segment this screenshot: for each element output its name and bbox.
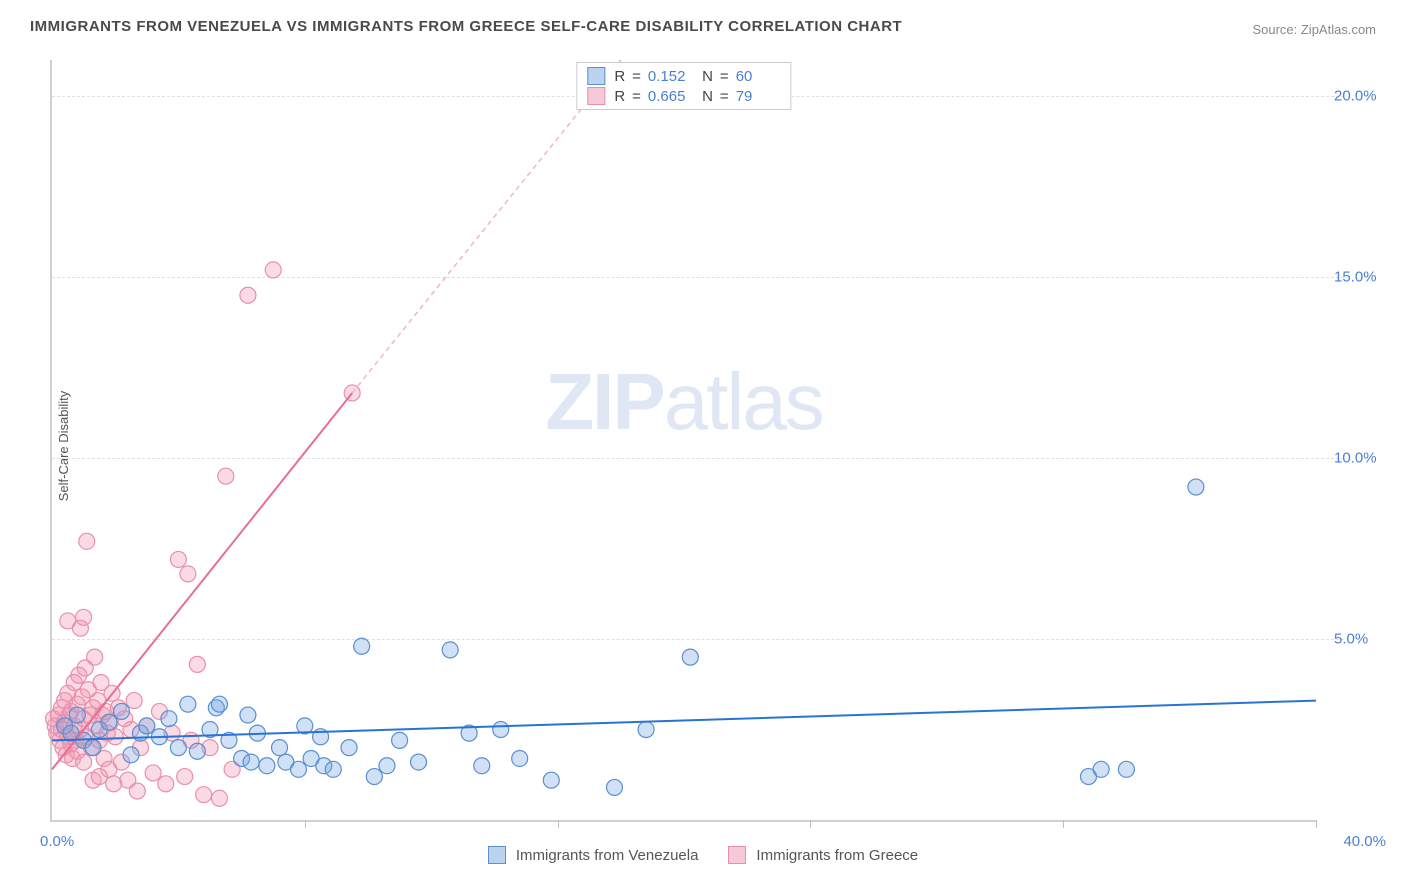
scatter-point — [240, 707, 256, 723]
scatter-point — [161, 711, 177, 727]
scatter-point — [512, 750, 528, 766]
equals: = — [632, 68, 641, 85]
scatter-point — [543, 772, 559, 788]
scatter-point — [189, 656, 205, 672]
x-tick — [810, 820, 811, 828]
y-tick-label: 20.0% — [1334, 88, 1394, 105]
scatter-point — [114, 703, 130, 719]
scatter-point — [1093, 761, 1109, 777]
x-tick — [1316, 820, 1317, 828]
y-tick-label: 10.0% — [1334, 450, 1394, 467]
r-value: 0.152 — [648, 68, 693, 85]
scatter-point — [129, 783, 145, 799]
bottom-legend: Immigrants from Venezuela Immigrants from… — [0, 846, 1406, 864]
r-label: R — [614, 68, 625, 85]
scatter-point — [87, 649, 103, 665]
scatter-point — [170, 551, 186, 567]
scatter-point — [170, 740, 186, 756]
scatter-point — [442, 642, 458, 658]
source-label: Source: ZipAtlas.com — [1252, 22, 1376, 37]
chart-title: IMMIGRANTS FROM VENEZUELA VS IMMIGRANTS … — [30, 18, 902, 35]
x-tick — [1063, 820, 1064, 828]
x-tick — [305, 820, 306, 828]
y-tick-label: 15.0% — [1334, 269, 1394, 286]
scatter-plot-svg — [52, 60, 1316, 820]
stats-legend-row: R = 0.152 N = 60 — [587, 66, 780, 86]
scatter-point — [493, 722, 509, 738]
scatter-point — [290, 761, 306, 777]
x-tick — [558, 820, 559, 828]
scatter-point — [79, 533, 95, 549]
n-value: 79 — [736, 88, 781, 105]
n-value: 60 — [736, 68, 781, 85]
regression-line-greece — [52, 393, 352, 769]
scatter-point — [211, 790, 227, 806]
scatter-point — [123, 747, 139, 763]
scatter-point — [638, 722, 654, 738]
scatter-point — [69, 707, 85, 723]
scatter-point — [265, 262, 281, 278]
scatter-point — [158, 776, 174, 792]
scatter-point — [145, 765, 161, 781]
scatter-point — [211, 696, 227, 712]
scatter-point — [474, 758, 490, 774]
r-label: R — [614, 88, 625, 105]
scatter-point — [180, 696, 196, 712]
legend-label: Immigrants from Greece — [756, 847, 918, 864]
scatter-point — [379, 758, 395, 774]
stats-legend-row: R = 0.665 N = 79 — [587, 86, 780, 106]
scatter-point — [411, 754, 427, 770]
scatter-point — [139, 718, 155, 734]
scatter-point — [682, 649, 698, 665]
scatter-point — [341, 740, 357, 756]
legend-swatch — [728, 846, 746, 864]
scatter-point — [107, 729, 123, 745]
scatter-point — [354, 638, 370, 654]
scatter-point — [218, 468, 234, 484]
legend-swatch — [587, 67, 605, 85]
scatter-point — [259, 758, 275, 774]
scatter-point — [76, 609, 92, 625]
equals: = — [632, 88, 641, 105]
scatter-point — [177, 769, 193, 785]
legend-swatch — [488, 846, 506, 864]
stats-legend: R = 0.152 N = 60 R = 0.665 N = 79 — [576, 62, 791, 110]
scatter-point — [240, 287, 256, 303]
scatter-point — [85, 740, 101, 756]
y-tick-label: 5.0% — [1334, 631, 1394, 648]
scatter-point — [180, 566, 196, 582]
bottom-legend-item: Immigrants from Venezuela — [488, 846, 699, 864]
legend-swatch — [587, 87, 605, 105]
equals: = — [720, 68, 729, 85]
scatter-point — [606, 779, 622, 795]
scatter-point — [366, 769, 382, 785]
n-label: N — [698, 88, 713, 105]
scatter-point — [325, 761, 341, 777]
scatter-point — [1118, 761, 1134, 777]
scatter-point — [126, 693, 142, 709]
legend-label: Immigrants from Venezuela — [516, 847, 699, 864]
bottom-legend-item: Immigrants from Greece — [728, 846, 918, 864]
n-label: N — [698, 68, 713, 85]
scatter-point — [101, 714, 117, 730]
scatter-point — [106, 776, 122, 792]
equals: = — [720, 88, 729, 105]
r-value: 0.665 — [648, 88, 693, 105]
chart-plot-area: ZIPatlas R=0.152 N=60R=0.665 N=79 0.0% 4… — [50, 60, 1316, 822]
scatter-point — [189, 743, 205, 759]
scatter-point — [392, 732, 408, 748]
scatter-point — [196, 787, 212, 803]
scatter-point — [1188, 479, 1204, 495]
scatter-point — [243, 754, 259, 770]
scatter-point — [272, 740, 288, 756]
scatter-point — [76, 754, 92, 770]
